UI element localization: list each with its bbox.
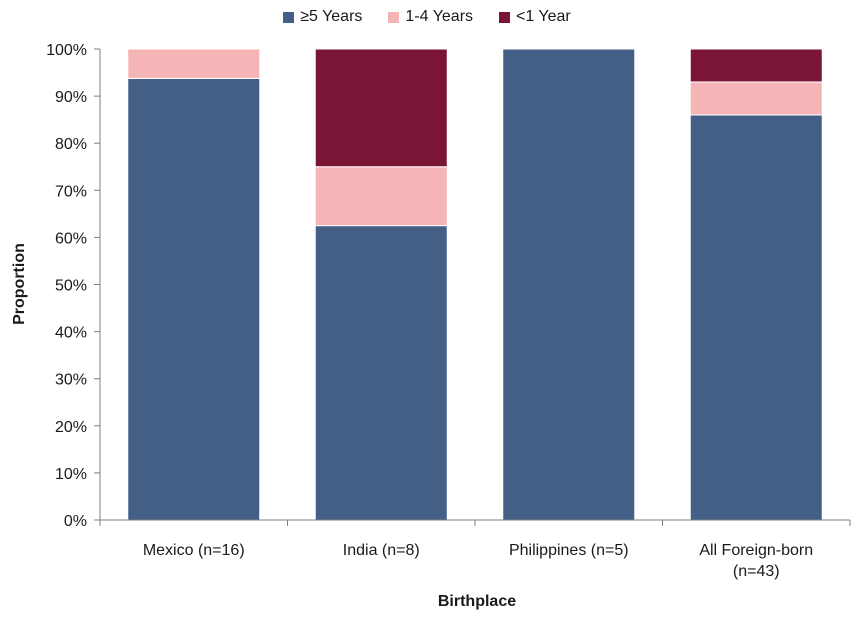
legend-item-5plus-years: ≥5 Years — [283, 8, 362, 26]
y-tick-label-1: 10% — [55, 466, 87, 483]
legend-label-5plus-years: ≥5 Years — [300, 8, 363, 25]
y-tick-label-7: 70% — [55, 183, 87, 200]
legend: ≥5 Years 1-4 Years <1 Year — [0, 8, 854, 26]
y-tick-label-4: 40% — [55, 325, 87, 342]
x-tick-label-2: Philippines (n=5) — [509, 542, 629, 559]
x-axis-title: Birthplace — [437, 593, 517, 610]
y-tick-label-3: 30% — [55, 372, 87, 389]
bar-segment-1-2 — [314, 48, 448, 168]
legend-item-under-1-year: <1 Year — [499, 8, 571, 26]
y-tick-label-6: 60% — [55, 230, 87, 247]
legend-item-1-4-years: 1-4 Years — [388, 8, 473, 26]
legend-swatch-under-1-year — [499, 11, 511, 23]
y-tick-label-9: 90% — [55, 89, 87, 106]
bar-segment-1-1 — [314, 166, 448, 227]
y-tick-label-10: 100% — [46, 42, 87, 59]
bar-segment-0-1 — [127, 48, 261, 79]
bar-segment-1-0 — [314, 225, 448, 521]
legend-swatch-5plus-years — [283, 11, 295, 23]
bar-segment-3-1 — [689, 81, 823, 116]
bar-segment-3-0 — [689, 114, 823, 521]
y-tick-label-0: 0% — [64, 513, 87, 530]
legend-label-1-4-years: 1-4 Years — [405, 8, 474, 25]
y-axis-title: Proportion — [11, 243, 28, 325]
bar-segment-3-2 — [689, 48, 823, 83]
bar-segment-0-0 — [127, 77, 261, 521]
y-tick-label-2: 20% — [55, 419, 87, 436]
x-tick-label-0: Mexico (n=16) — [143, 542, 245, 559]
y-tick-label-8: 80% — [55, 136, 87, 153]
legend-label-under-1-year: <1 Year — [516, 8, 571, 25]
x-tick-label-3-line-1: (n=43) — [733, 563, 780, 580]
bar-segment-2-0 — [502, 48, 636, 521]
x-tick-label-3-line-0: All Foreign-born — [699, 542, 813, 559]
y-tick-label-5: 50% — [55, 278, 87, 295]
legend-swatch-1-4-years — [388, 11, 400, 23]
x-tick-label-1: India (n=8) — [343, 542, 420, 559]
